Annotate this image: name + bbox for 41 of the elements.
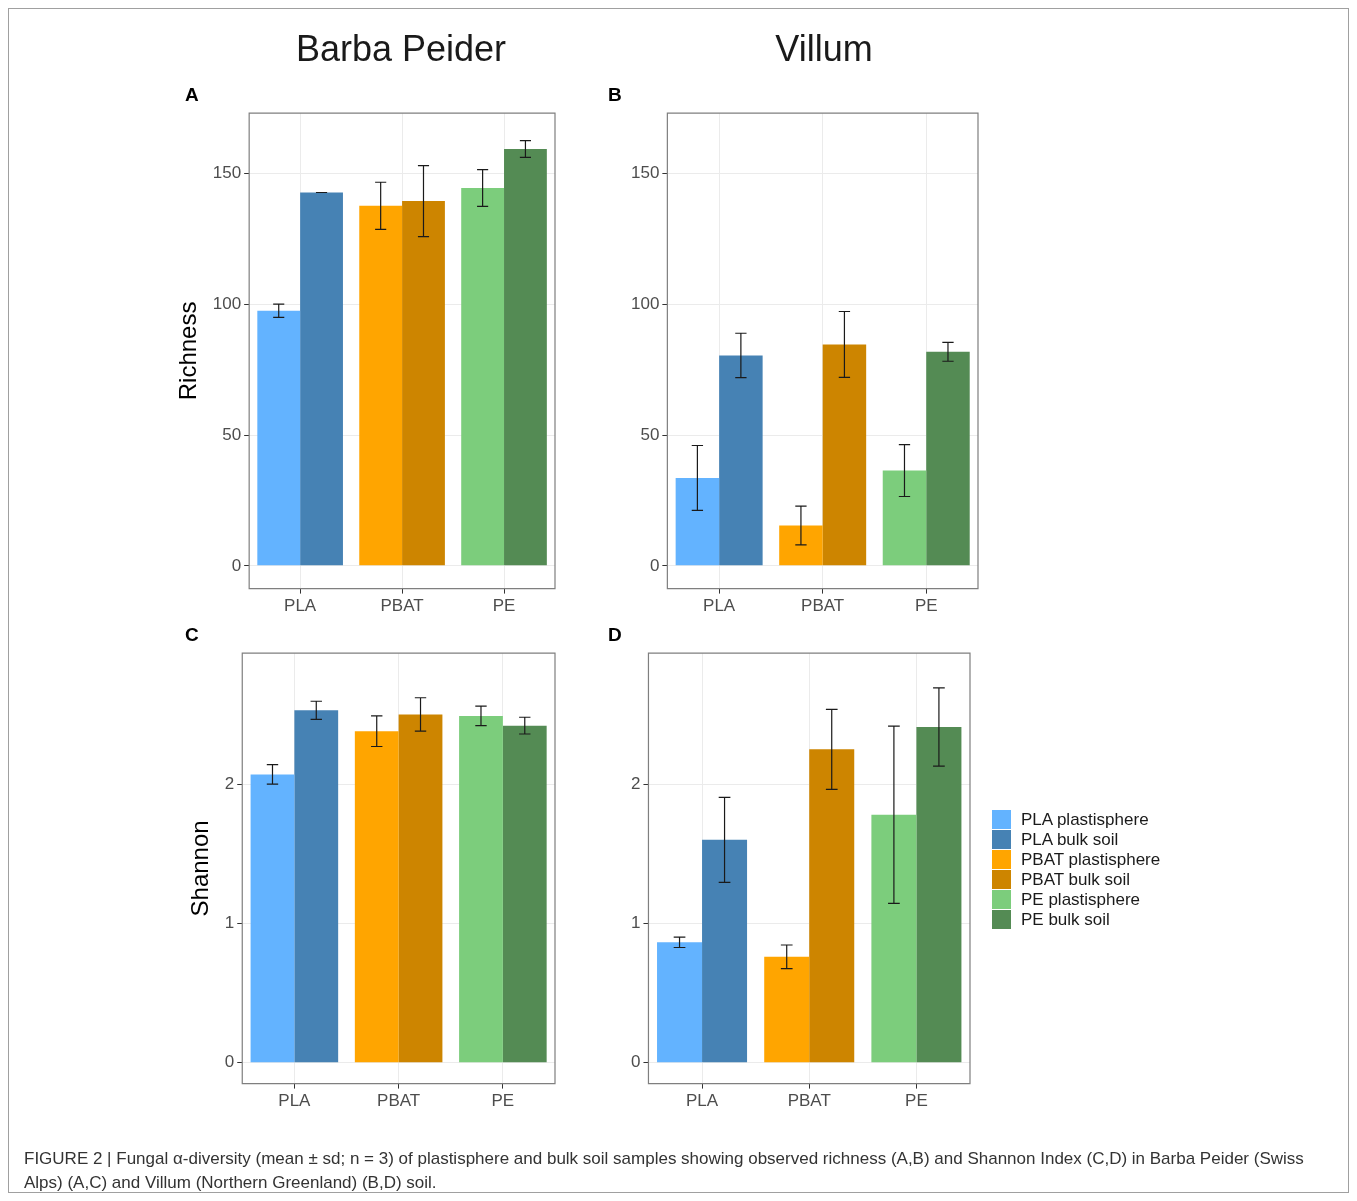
text: C	[185, 624, 199, 646]
chart-title: Barba Peider	[294, 28, 508, 70]
y-tick-label: 1	[224, 913, 235, 933]
x-tick-label: PLA	[703, 596, 736, 616]
x-tick-label: PLA	[685, 1091, 719, 1111]
y-tick-label: 2	[224, 773, 235, 793]
y-axis-title: Richness	[174, 301, 202, 401]
y-tick-label: 0	[649, 555, 660, 575]
y-tick-label: 150	[630, 163, 660, 183]
text: B	[608, 84, 622, 106]
y-tick-label: 150	[212, 163, 242, 183]
x-tick-label: PLA	[278, 1091, 312, 1111]
x-tick-label: PLA	[284, 596, 317, 616]
x-tick-label: PE	[914, 596, 938, 616]
x-tick-label: PE	[491, 1091, 515, 1111]
chart-title: Villum	[774, 28, 874, 70]
legend-label: PLA plastisphere	[1021, 809, 1149, 830]
y-tick-label: 50	[222, 424, 242, 444]
y-tick-label: 2	[630, 773, 641, 793]
legend-label: PBAT bulk soil	[1021, 869, 1130, 890]
y-tick-label: 0	[231, 555, 242, 575]
y-tick-label: 50	[640, 424, 660, 444]
x-tick-label: PBAT	[801, 596, 845, 616]
y-tick-label: 0	[224, 1052, 235, 1072]
y-axis-title: Shannon	[186, 820, 214, 917]
text: D	[608, 624, 622, 646]
x-tick-label: PBAT	[377, 1091, 421, 1111]
legend-label: PBAT plastisphere	[1021, 849, 1161, 870]
x-tick-label: PBAT	[380, 596, 424, 616]
x-tick-label: PE	[905, 1091, 928, 1111]
legend-label: PE bulk soil	[1021, 909, 1110, 930]
y-tick-label: 1	[630, 913, 641, 933]
y-tick-label: 100	[212, 293, 242, 313]
caption: FIGURE 2 | Fungal α-diversity (mean ± sd; n = 3) of plastisphere and bulk soil samples showing observed richness (A,B) and Shannon Index (C,D) in Barba Peider (Swiss Alps) (A,C) and Villum (Northern Greenland) (B,D) soil.	[24, 1148, 1305, 1194]
legend-label: PE plastisphere	[1021, 889, 1141, 910]
legend-label: PLA bulk soil	[1021, 829, 1119, 850]
text: A	[185, 84, 199, 106]
x-tick-label: PE	[492, 596, 516, 616]
y-tick-label: 0	[630, 1052, 641, 1072]
y-tick-label: 100	[630, 293, 660, 313]
x-tick-label: PBAT	[787, 1091, 831, 1111]
